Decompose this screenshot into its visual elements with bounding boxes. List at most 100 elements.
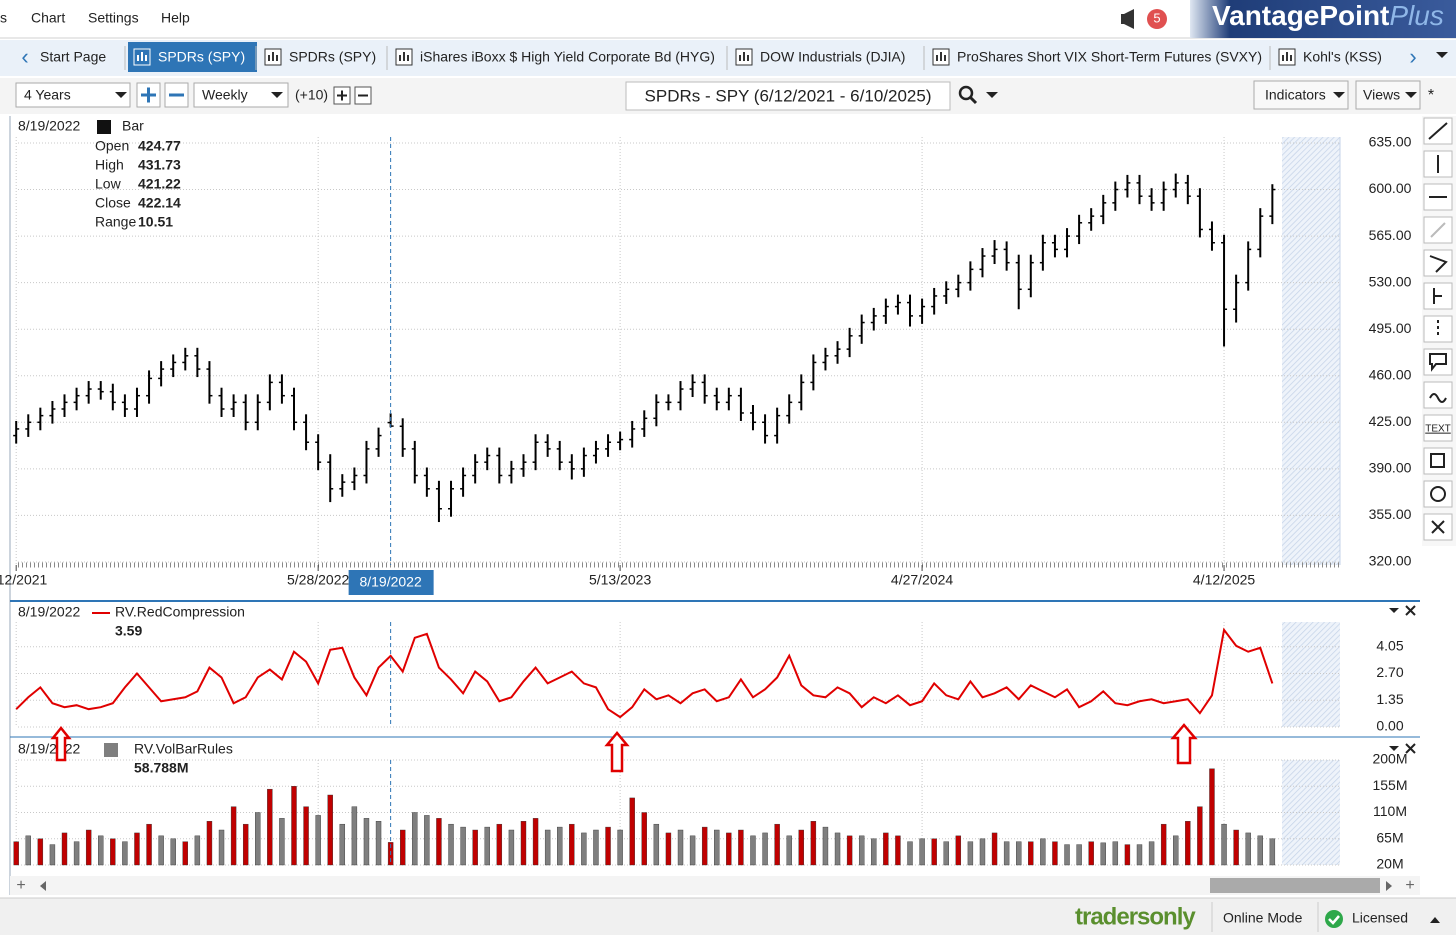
period-label: Weekly (202, 87, 248, 103)
tab-scroll-right[interactable]: › (1409, 44, 1416, 69)
volume-bar (315, 815, 321, 866)
volume-bar (629, 797, 635, 866)
panel-collapse[interactable] (1389, 608, 1399, 613)
readout-value: 431.73 (138, 157, 181, 173)
volume-bar (206, 821, 213, 866)
volume-bar (255, 812, 261, 866)
text-tool[interactable]: TEXT (1425, 424, 1451, 435)
menu-item[interactable]: Help (161, 10, 190, 26)
tab-menu[interactable] (1436, 52, 1448, 58)
volume-bar (665, 832, 672, 866)
offset-plus[interactable] (333, 86, 351, 105)
volume-bar (375, 821, 382, 866)
views-button[interactable]: Views (1355, 80, 1421, 110)
volume-bar (943, 841, 949, 866)
volume-bar (170, 838, 176, 866)
tab[interactable]: ProShares Short VIX Short-Term Futures (… (923, 46, 1262, 70)
y-tick-label: 355.00 (1369, 506, 1412, 522)
volume-bar (1160, 823, 1167, 866)
offset-label: (+10) (295, 87, 328, 103)
scroll-add[interactable]: + (1405, 877, 1414, 894)
notification[interactable]: 5 (1121, 9, 1167, 29)
tab-icon-bars (137, 52, 147, 61)
volume-bar (653, 823, 660, 866)
brand: tradersonly (1075, 903, 1196, 930)
volume-bar (98, 835, 104, 866)
volume-bar (641, 812, 647, 866)
tab[interactable]: DOW Industrials (DJIA) (726, 46, 905, 70)
volume-bar (1221, 823, 1227, 866)
tab-label: SPDRs (SPY) (289, 49, 376, 65)
tab-label: SPDRs (SPY) (158, 49, 245, 65)
readout-value: 422.14 (138, 195, 181, 211)
volume-bar (593, 829, 599, 866)
panel-collapse[interactable] (1389, 746, 1399, 751)
tab-label: Start Page (40, 49, 106, 65)
symbol-box[interactable] (625, 81, 951, 111)
volume-bar (786, 835, 792, 866)
readout-label: Low (95, 176, 122, 192)
scroll-add[interactable]: + (16, 877, 25, 894)
panel-close[interactable] (1405, 605, 1416, 616)
search[interactable] (958, 85, 998, 105)
scroll-left[interactable] (40, 881, 46, 891)
volume-bar (907, 841, 913, 866)
volume-bar (158, 835, 164, 866)
menu-item[interactable]: s (0, 10, 7, 26)
indicators-button[interactable]: Indicators (1253, 80, 1349, 110)
zoom-in[interactable] (136, 82, 161, 108)
volume-bar (1185, 821, 1191, 866)
menu-item[interactable]: Settings (88, 10, 139, 26)
status-bar (0, 898, 1456, 935)
volume-bar (37, 838, 44, 866)
y-tick-label: 425.00 (1369, 413, 1412, 429)
volume-bar (49, 844, 56, 866)
offset-minus[interactable] (354, 86, 372, 105)
status-expand[interactable] (1430, 917, 1440, 923)
volume-bar (1148, 841, 1155, 866)
zoom-out[interactable] (164, 82, 189, 108)
legend-date: 8/19/2022 (18, 741, 80, 757)
volume-bar (1064, 844, 1070, 866)
volume-bar (895, 835, 901, 866)
volume-bar (677, 829, 684, 866)
pin[interactable]: * (1428, 87, 1434, 104)
range-select[interactable]: 4 Years (15, 82, 131, 108)
volume-bar (557, 826, 563, 866)
volume-bar (61, 832, 68, 866)
legend-name: Bar (122, 118, 144, 134)
tab[interactable]: Start Page (40, 49, 106, 65)
tab[interactable]: SPDRs (SPY) (255, 46, 376, 70)
views-label: Views (1363, 87, 1400, 103)
logo-suffix: Plus (1389, 0, 1443, 31)
volume-bar (774, 823, 780, 866)
legend-name: RV.RedCompression (115, 604, 245, 620)
volume-bar (726, 832, 732, 866)
scroll-right[interactable] (1386, 881, 1392, 891)
tab[interactable]: SPDRs (SPY) (124, 42, 257, 72)
indicators-label: Indicators (1265, 87, 1326, 103)
tab[interactable]: iShares iBoxx $ High Yield Corporate Bd … (386, 46, 715, 70)
volume-bar (110, 838, 116, 866)
volume-bar (1040, 838, 1046, 866)
crosshair-label: 8/19/2022 (359, 574, 421, 590)
annotation-arrow (604, 731, 630, 773)
y-tick-label: 200M (1372, 751, 1407, 767)
volume-bar (1076, 844, 1082, 866)
volume-bar (605, 826, 611, 866)
volume-bar (339, 823, 346, 866)
volume-bar (13, 841, 19, 866)
volume-bar (194, 835, 201, 866)
readout-value: 3.59 (115, 623, 142, 639)
panel-close[interactable] (1405, 743, 1416, 754)
volume-bar (1233, 829, 1239, 866)
tab-scroll-left[interactable]: ‹ (21, 44, 28, 69)
tab[interactable]: Kohl's (KSS) (1269, 46, 1382, 70)
volume-bar (303, 806, 309, 866)
scroll-thumb[interactable] (1210, 878, 1380, 893)
y-tick-label: 1.35 (1376, 691, 1403, 707)
volume-bar (858, 835, 865, 866)
volume-bar (1257, 835, 1263, 866)
menu-item[interactable]: Chart (31, 10, 65, 26)
period-select[interactable]: Weekly (193, 82, 289, 108)
